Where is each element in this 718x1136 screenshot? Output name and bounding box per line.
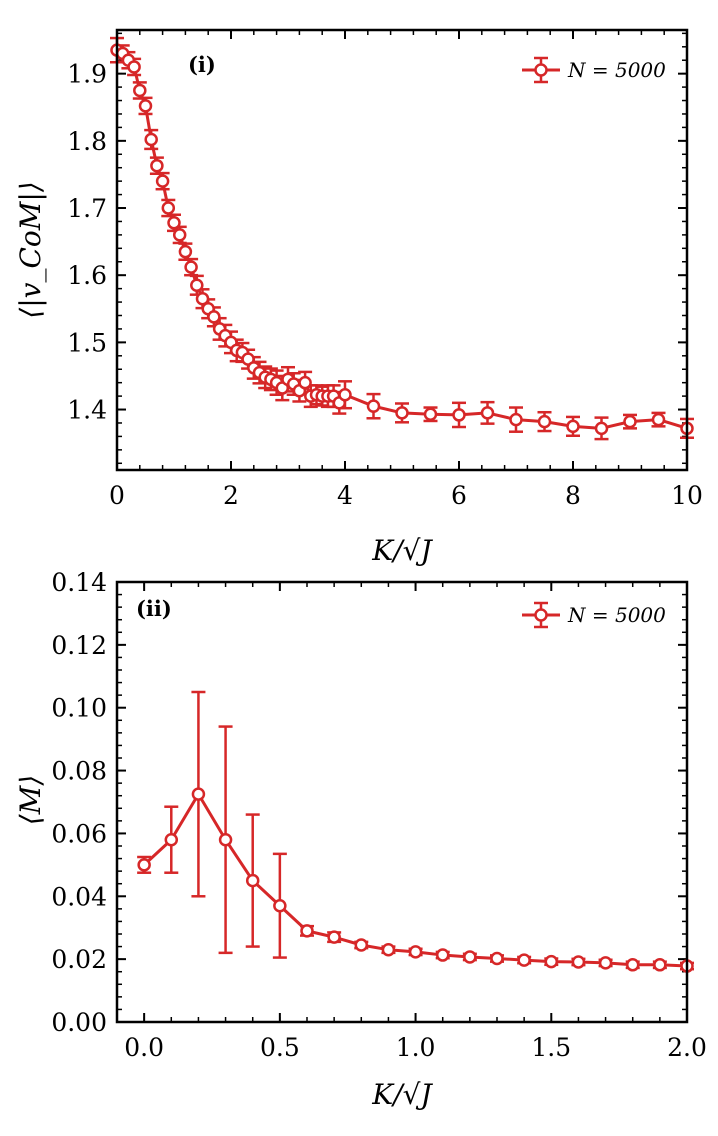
- data-point-bottom: [191, 787, 206, 801]
- data-point-bottom: [327, 930, 341, 944]
- data-point-top: [144, 132, 158, 147]
- data-point-bottom: [137, 858, 151, 872]
- y-axis-label-top: ⟨|v_CoM|⟩: [14, 181, 47, 318]
- data-point-top: [167, 216, 181, 230]
- y-axis-title-bottom: ⟨M⟩: [14, 775, 47, 826]
- plot-area-bottom: 0.0 0.5 1.0 1.5 2.0 0.00 0.02 0.04 0.06 0.08 0.10 0…: [51, 568, 707, 1062]
- data-point-top: [594, 421, 609, 436]
- legend-marker-top: [534, 63, 548, 77]
- data-point-bottom: [164, 832, 179, 847]
- y-tick-label-bottom: 0.02: [51, 945, 107, 974]
- plot-frame-bottom: [115, 580, 689, 1024]
- data-point-bottom: [245, 873, 260, 888]
- data-point-bottom: [435, 948, 450, 962]
- legend-label-bottom: N = 5000: [567, 603, 666, 627]
- x-axis-label-bottom: K/√J: [371, 1078, 433, 1111]
- y-tick-label-bottom: 0.14: [51, 568, 107, 597]
- legend-bottom: N = 5000: [522, 601, 666, 629]
- x-tick-label-bottom: 0.5: [260, 1033, 300, 1062]
- data-point-top: [150, 158, 164, 173]
- plot-frame-top: [115, 28, 689, 472]
- data-point-top: [298, 375, 312, 390]
- data-point-bottom: [463, 950, 477, 964]
- data-point-top: [509, 412, 523, 427]
- y-tick-label-top: 1.9: [67, 60, 107, 89]
- data-point-top: [138, 99, 153, 113]
- y-axis-label-bottom: ⟨M⟩: [14, 775, 47, 826]
- data-point-top: [161, 201, 176, 215]
- panel-label-bottom: (ii): [136, 596, 172, 621]
- series-line-top: [116, 48, 688, 430]
- data-point-top: [184, 260, 198, 274]
- x-axis-label-top: K/√J: [371, 534, 433, 567]
- data-point-top: [452, 408, 466, 422]
- data-point-top: [172, 228, 187, 242]
- x-tick-label-top: 10: [671, 481, 703, 510]
- y-tick-label-bottom: 0.12: [51, 631, 107, 660]
- panel-label-top: (i): [188, 52, 216, 77]
- x-tick-label-top: 6: [451, 481, 467, 510]
- y-tick-label-bottom: 0.06: [51, 819, 107, 848]
- legend-top: N = 5000: [522, 56, 666, 84]
- data-point-top: [651, 412, 666, 427]
- data-point-bottom: [490, 951, 504, 966]
- data-point-bottom: [273, 898, 287, 913]
- data-point-bottom: [625, 958, 640, 972]
- data-point-bottom: [381, 942, 396, 957]
- data-point-top: [566, 419, 580, 434]
- data-point-top: [190, 278, 204, 293]
- panel-bottom: 0.0 0.5 1.0 1.5 2.0 0.00 0.02 0.04 0.06 0.08 0.10 0…: [14, 568, 707, 1111]
- y-tick-label-top: 1.6: [67, 261, 107, 290]
- data-point-top: [178, 244, 193, 259]
- y-tick-label-bottom: 0.08: [51, 757, 107, 786]
- data-point-top: [423, 407, 438, 421]
- data-point-top: [623, 414, 637, 429]
- y-tick-label-top: 1.5: [67, 328, 107, 357]
- y-tick-label-bottom: 0.10: [51, 694, 107, 723]
- x-tick-label-top: 8: [565, 481, 581, 510]
- data-point-top: [207, 310, 221, 324]
- data-point-top: [366, 399, 381, 413]
- y-tick-label-top: 1.8: [67, 127, 107, 156]
- data-point-bottom: [571, 955, 586, 969]
- data-point-bottom: [300, 924, 314, 938]
- data-point-bottom: [544, 954, 559, 969]
- x-tick-label-top: 0: [109, 481, 125, 510]
- legend-marker-bottom: [534, 608, 548, 622]
- data-point-bottom: [218, 832, 233, 847]
- data-point-bottom: [408, 945, 423, 959]
- y-tick-label-top: 1.4: [67, 396, 107, 425]
- plot-area-top: 0 2 4 6 8 10 1.4 1.5 1.6 1.7 1.8 1.9: [67, 30, 703, 510]
- y-tick-label-bottom: 0.04: [51, 882, 107, 911]
- data-point-top: [133, 83, 147, 98]
- x-tick-label-bottom: 1.0: [396, 1033, 436, 1062]
- y-tick-label-top: 1.7: [67, 194, 107, 223]
- data-point-bottom: [653, 958, 667, 972]
- data-point-bottom: [354, 938, 369, 952]
- data-point-top: [127, 60, 141, 74]
- y-tick-label-bottom: 0.00: [51, 1008, 107, 1037]
- data-point-top: [395, 406, 409, 420]
- data-point-bottom: [598, 956, 613, 970]
- y-axis-title-top: ⟨|v_CoM|⟩: [14, 181, 47, 318]
- x-tick-label-top: 2: [223, 481, 239, 510]
- data-point-top: [480, 406, 495, 420]
- data-point-top: [537, 414, 552, 429]
- x-tick-label-top: 4: [337, 481, 353, 510]
- x-tick-label-bottom: 1.5: [531, 1033, 571, 1062]
- data-point-bottom: [517, 953, 531, 967]
- x-tick-label-bottom: 0.0: [124, 1033, 164, 1062]
- legend-label-top: N = 5000: [567, 58, 666, 82]
- panel-top: 0 2 4 6 8 10 1.4 1.5 1.6 1.7 1.8 1.9 (i) N = 5000 ⟨…: [14, 28, 703, 567]
- data-point-top: [155, 174, 170, 188]
- x-tick-label-bottom: 2.0: [667, 1033, 707, 1062]
- data-point-top: [195, 291, 210, 306]
- data-point-top: [338, 388, 352, 402]
